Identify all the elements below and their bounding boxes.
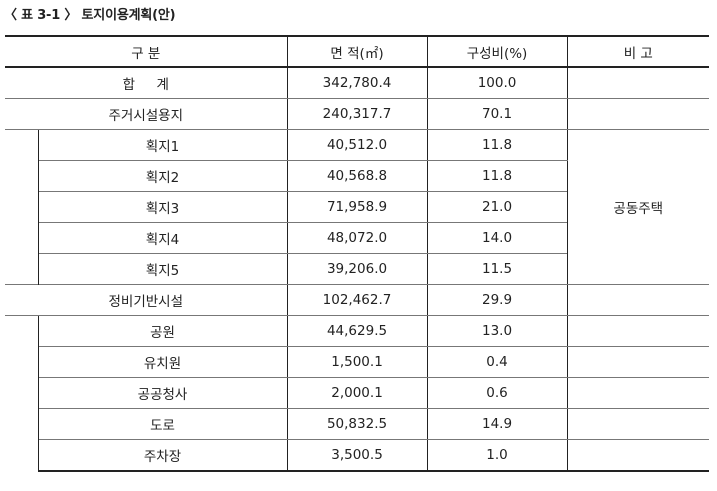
table-row: 유치원 1,500.1 0.4 <box>5 346 710 378</box>
row-ratio: 0.6 <box>426 377 568 409</box>
row-label: 유치원 <box>38 346 288 378</box>
row-label: 도로 <box>38 408 288 440</box>
row-area: 50,832.5 <box>286 408 428 440</box>
table-row: 도로 50,832.5 14.9 <box>5 408 710 440</box>
row-area: 1,500.1 <box>286 346 428 378</box>
indent-spacer <box>5 315 39 471</box>
row-ratio: 100.0 <box>426 66 568 99</box>
row-label: 획지2 <box>38 160 288 192</box>
row-remarks <box>566 284 710 316</box>
header-division: 구 분 <box>5 35 288 68</box>
header-ratio: 구성비(%) <box>426 35 568 68</box>
row-label: 공원 <box>37 315 288 347</box>
group-remarks: 공동주택 <box>566 129 710 285</box>
row-ratio: 14.9 <box>426 408 568 440</box>
row-label: 정비기반시설 <box>5 284 288 316</box>
table-row: 주차장 3,500.5 1.0 <box>5 439 710 472</box>
table-row: 획지1 40,512.0 11.8 공동주택 <box>5 129 710 285</box>
row-label: 주차장 <box>38 439 288 472</box>
indent-spacer <box>5 129 39 285</box>
row-ratio: 13.0 <box>426 315 568 347</box>
row-ratio: 14.0 <box>426 222 568 254</box>
row-area: 39,206.0 <box>286 253 428 285</box>
header-area: 면 적(㎡) <box>286 35 428 68</box>
row-area: 48,072.0 <box>286 222 428 254</box>
row-remarks <box>566 439 710 472</box>
land-use-plan-table: 구 분 면 적(㎡) 구성비(%) 비 고 합 계 342,780.4 100.… <box>5 35 710 472</box>
row-label: 공공청사 <box>38 377 288 409</box>
table-row: 획지5 39,206.0 11.5 <box>5 253 709 285</box>
row-area: 102,462.7 <box>286 284 428 316</box>
row-label: 획지1 <box>37 129 288 161</box>
table-row: 획지3 71,958.9 21.0 <box>5 191 709 223</box>
infrastructure-row: 정비기반시설 102,462.7 29.9 <box>5 284 710 316</box>
table-row: 획지2 40,568.8 11.8 <box>5 160 709 192</box>
row-ratio: 21.0 <box>426 191 568 223</box>
row-label: 획지5 <box>38 253 288 285</box>
row-ratio: 29.9 <box>426 284 568 316</box>
row-remarks <box>566 408 710 440</box>
row-area: 44,629.5 <box>286 315 428 347</box>
row-area: 342,780.4 <box>286 66 428 99</box>
row-ratio: 11.5 <box>426 253 568 285</box>
row-area: 2,000.1 <box>286 377 428 409</box>
row-label: 획지4 <box>38 222 288 254</box>
row-area: 71,958.9 <box>286 191 428 223</box>
total-row: 합 계 342,780.4 100.0 <box>5 66 710 99</box>
row-remarks <box>566 98 710 130</box>
row-remarks <box>566 66 710 99</box>
row-label: 합 계 <box>5 66 288 99</box>
row-remarks <box>566 315 710 347</box>
row-area: 3,500.5 <box>286 439 428 472</box>
row-area: 40,512.0 <box>286 129 428 161</box>
row-area: 240,317.7 <box>286 98 428 130</box>
header-row: 구 분 면 적(㎡) 구성비(%) 비 고 <box>5 35 710 68</box>
row-ratio: 1.0 <box>426 439 568 472</box>
row-ratio: 70.1 <box>426 98 568 130</box>
row-remarks <box>566 346 710 378</box>
row-label: 획지3 <box>38 191 288 223</box>
table-row: 공공청사 2,000.1 0.6 <box>5 377 710 409</box>
table-row: 공원 44,629.5 13.0 <box>5 315 710 471</box>
row-label: 주거시설용지 <box>5 98 288 130</box>
row-area: 40,568.8 <box>286 160 428 192</box>
residential-row: 주거시설용지 240,317.7 70.1 <box>5 98 710 130</box>
row-ratio: 11.8 <box>426 160 568 192</box>
header-remarks: 비 고 <box>566 35 710 68</box>
row-ratio: 0.4 <box>426 346 568 378</box>
table-caption: 〈 표 3-1 〉 토지이용계획(안) <box>4 8 176 23</box>
row-ratio: 11.8 <box>426 129 568 161</box>
row-remarks <box>566 377 710 409</box>
